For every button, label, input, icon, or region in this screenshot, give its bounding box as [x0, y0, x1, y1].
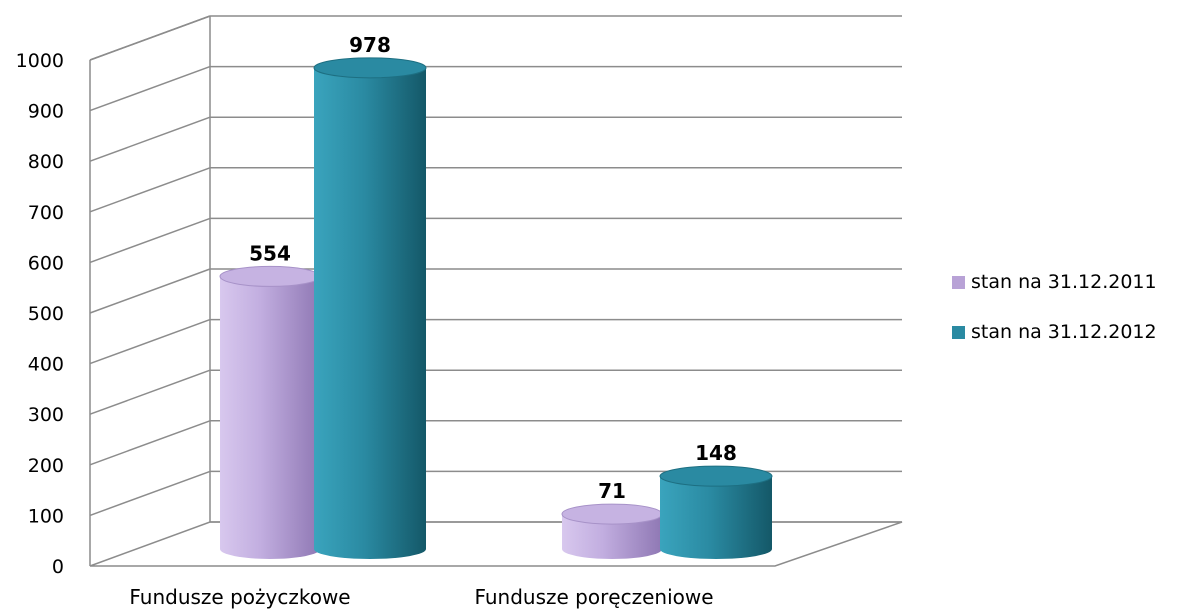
- floor: [89, 521, 903, 567]
- bars: [219, 57, 773, 559]
- x-axis-labels: Fundusze pożyczkowe Fundusze poręczeniowe: [129, 585, 713, 609]
- bar-2011-poreczeniowe: [562, 514, 662, 559]
- y-tick-label: 800: [28, 151, 64, 173]
- y-tick-label: 700: [28, 202, 64, 224]
- bar-top-2012-pozyczkowe: [313, 57, 427, 79]
- bar-top-2012-poreczeniowe: [659, 465, 773, 487]
- gridline-diagonal: [89, 167, 211, 213]
- legend-swatch-2012: [952, 325, 965, 339]
- data-label-2011-poreczeniowe: 71: [598, 479, 626, 503]
- gridline-diagonal: [89, 318, 211, 365]
- gridline-diagonal: [89, 65, 211, 112]
- data-label-2012-pozyczkowe: 978: [349, 33, 391, 57]
- y-tick-label: 300: [28, 404, 64, 426]
- y-tick-label: 0: [52, 556, 64, 578]
- y-tick-label: 400: [28, 354, 64, 376]
- bar-2011-pozyczkowe: [220, 276, 320, 559]
- x-tick-label: Fundusze pożyczkowe: [129, 585, 350, 609]
- bar-2012-pozyczkowe: [314, 67, 426, 559]
- y-tick-label: 500: [28, 303, 64, 325]
- legend-label-2012: stan na 31.12.2012: [971, 321, 1157, 343]
- legend-item-2011: stan na 31.12.2011: [952, 268, 1157, 296]
- y-tick-label: 1000: [16, 50, 64, 72]
- bar-top-2011-poreczeniowe: [561, 503, 663, 525]
- legend: stan na 31.12.2011 stan na 31.12.2012: [952, 268, 1157, 368]
- legend-swatch-2011: [952, 275, 965, 289]
- x-tick-label: Fundusze poręczeniowe: [474, 585, 713, 609]
- gridlines: [89, 15, 902, 523]
- y-tick-label: 200: [28, 455, 64, 477]
- legend-label-2011: stan na 31.12.2011: [971, 271, 1157, 293]
- gridline-diagonal: [89, 15, 211, 61]
- bar-top-2011-pozyczkowe: [219, 265, 321, 287]
- y-tick-label: 900: [28, 101, 64, 123]
- gridline-diagonal: [89, 420, 211, 466]
- data-label-2011-pozyczkowe: 554: [249, 241, 291, 265]
- data-label-2012-poreczeniowe: 148: [695, 441, 737, 465]
- gridline-diagonal: [89, 268, 211, 314]
- data-labels: 554 978 71 148: [249, 33, 737, 503]
- gridline-diagonal: [89, 116, 211, 162]
- gridline-diagonal: [89, 470, 211, 517]
- y-tick-label: 100: [28, 505, 64, 527]
- y-axis-ticks: 0 100 200 300 400 500 600 700 800 900 1000: [16, 50, 64, 578]
- bar-2012-poreczeniowe: [660, 476, 772, 559]
- gridline-diagonal: [89, 369, 211, 415]
- y-tick-label: 600: [28, 252, 64, 274]
- plot-walls: [89, 15, 903, 567]
- legend-item-2012: stan na 31.12.2012: [952, 318, 1157, 346]
- gridline-diagonal: [89, 217, 211, 264]
